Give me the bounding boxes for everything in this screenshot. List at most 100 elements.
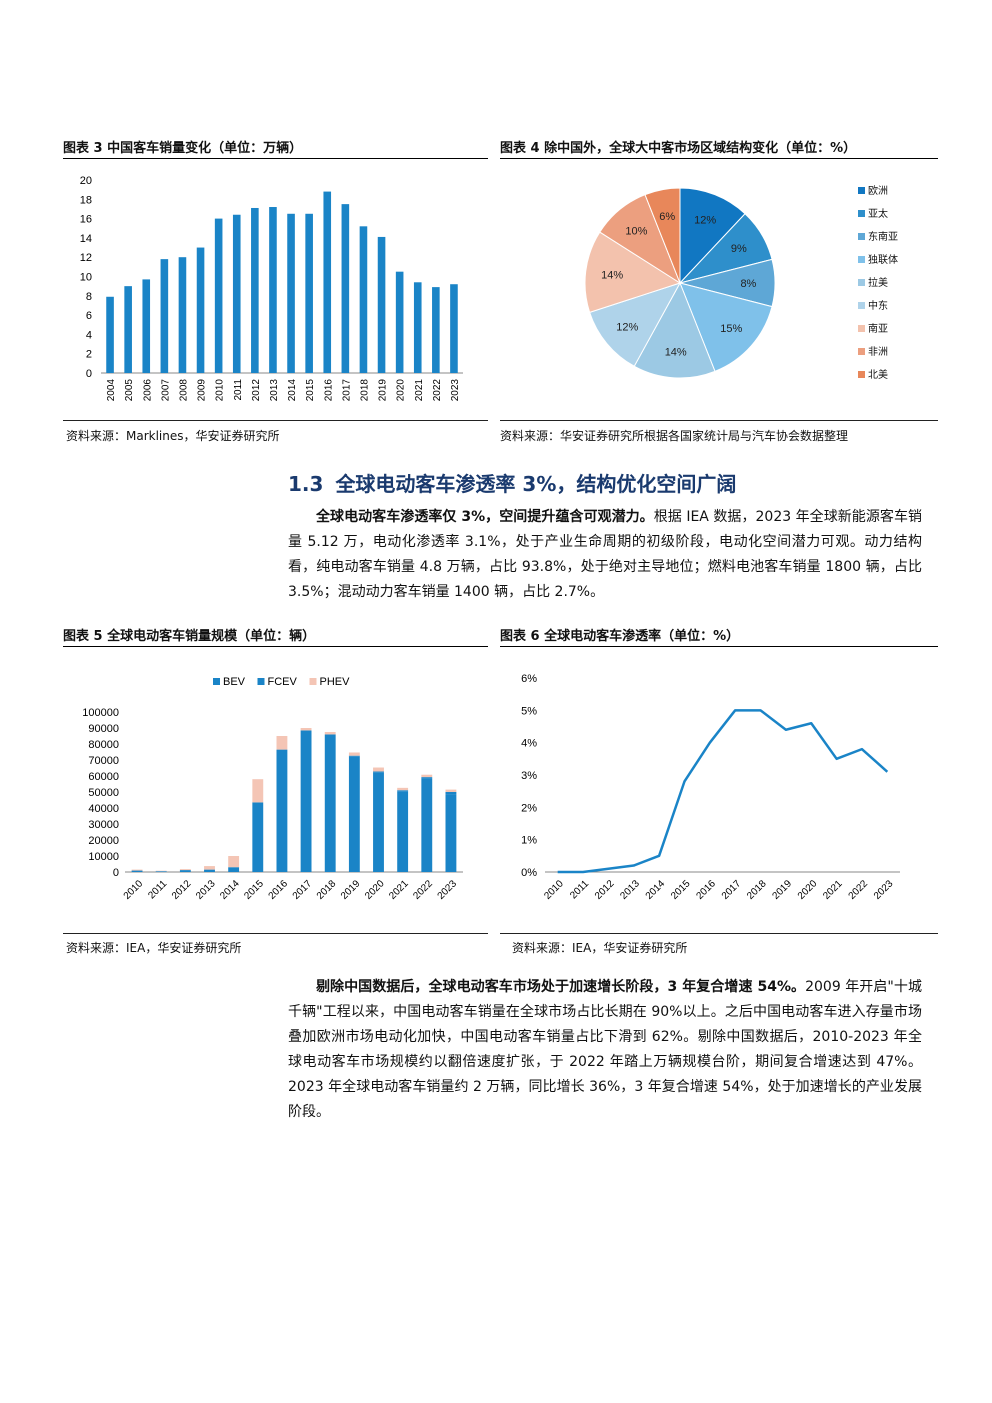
fig6-x-tick-label: 2010: [542, 878, 566, 902]
fig4-legend-swatch: [858, 256, 865, 263]
fig5-x-tick-label: 2010: [122, 878, 146, 902]
fig4-chart: 12% 9% 8% 15% 14% 12% 14% 10% 6% 欧洲亚太东南亚独联体拉美中东南亚…: [584, 185, 898, 381]
fig4-legend-swatch: [858, 325, 865, 332]
fig5-bar-segment: [324, 734, 336, 736]
fig5-bar-segment: [373, 771, 384, 773]
fig5-x-tick-label: 2022: [411, 878, 435, 902]
fig4-legend-label: 非洲: [868, 346, 888, 358]
fig5-bar-segment: [373, 767, 384, 772]
fig4-legend-label: 中东: [868, 299, 888, 312]
fig4-slice-label: 12%: [694, 214, 716, 226]
fig5-bar-segment: [348, 752, 360, 756]
section-title: 全球电动客车渗透率 3%，结构优化空间广阔: [335, 472, 737, 496]
fig3-bar: [341, 204, 350, 373]
fig3-title: 图表 3 中国客车销量变化（单位：万辆）: [63, 141, 303, 156]
fig3-y-tick-label: 0: [86, 368, 92, 380]
fig3-x-tick-label: 2009: [197, 379, 208, 402]
fig4-legend-swatch: [858, 279, 865, 286]
fig6-series-line: [557, 709, 889, 874]
fig6-x-tick-label: 2023: [872, 878, 896, 902]
fig3-bar: [214, 218, 223, 373]
fig3-bar: [432, 287, 440, 373]
fig5-bar-segment: [179, 869, 191, 871]
fig3-x-tick-label: 2004: [106, 379, 117, 402]
fig3-bar: [232, 214, 241, 373]
fig3-x-tick-label: 2018: [359, 379, 370, 402]
fig6-x-tick-label: 2020: [796, 878, 820, 902]
fig3-x-tick-label: 2015: [305, 379, 316, 402]
fig5-bottom-rule: [63, 933, 488, 934]
fig5-x-tick-label: 2023: [436, 878, 460, 902]
fig5-y-tick-label: 100000: [82, 707, 119, 719]
fig3-bar: [305, 213, 313, 373]
fig3-x-tick-label: 2007: [160, 379, 171, 402]
fig6-x-tick-label: 2012: [593, 878, 617, 902]
fig6-y-tick-label: 1%: [521, 835, 537, 847]
fig4-legend-label: 东南亚: [868, 230, 898, 243]
section-number: 1.3: [288, 472, 324, 496]
fig3-bar: [142, 279, 151, 373]
fig6-y-tick-label: 4%: [521, 738, 537, 750]
fig5-x-tick-label: 2015: [242, 878, 266, 902]
fig5-bar-segment: [348, 756, 360, 872]
fig5-bar-segment: [445, 789, 457, 792]
fig6-x-tick-label: 2022: [847, 878, 871, 902]
fig5-bar-segment: [179, 870, 191, 872]
fig3-x-tick-label: 2005: [124, 379, 135, 402]
fig5-bar-segment: [300, 728, 312, 731]
fig5-y-tick-label: 90000: [88, 723, 119, 735]
fig6-x-tick-label: 2018: [745, 878, 769, 902]
fig5-legend-swatch: [213, 678, 220, 685]
fig3-x-tick-label: 2019: [378, 379, 389, 402]
fig4-slice: [679, 282, 773, 372]
fig3-y-tick-label: 18: [80, 194, 92, 206]
paragraph-1-lead: 全球电动客车渗透率仅 3%，空间提升蕴含可观潜力。: [316, 509, 654, 525]
fig4-slice-label: 6%: [659, 211, 675, 223]
fig6-x-tick-label: 2021: [821, 878, 845, 902]
paragraph-1: 全球电动客车渗透率仅 3%，空间提升蕴含可观潜力。根据 IEA 数据，2023 …: [288, 505, 922, 605]
fig4-title: 图表 4 除中国外，全球大中客市场区域结构变化（单位：%）: [500, 141, 857, 156]
fig3-bar: [395, 271, 404, 373]
fig3-bar: [124, 286, 132, 373]
fig5-y-tick-label: 80000: [88, 739, 119, 751]
fig3-x-tick-label: 2011: [233, 379, 244, 401]
fig6-chart: 0%1%2%3%4%5%6%2010 2011 2012 2013 2014 2015 20…: [521, 673, 900, 902]
fig5-title: 图表 5 全球电动客车销量规模（单位：辆）: [63, 629, 316, 644]
fig5-x-tick-label: 2021: [387, 878, 411, 902]
fig3-bottom-rule: [63, 420, 488, 421]
fig5-bar-segment: [252, 802, 264, 872]
fig5-bar-segment: [445, 792, 457, 795]
fig5-legend-swatch: [309, 678, 317, 685]
fig4-slice-label: 15%: [720, 323, 742, 335]
fig3-x-tick-label: 2020: [396, 379, 407, 402]
fig4-title-rule: [500, 158, 938, 159]
fig5-bar-segment: [204, 866, 215, 870]
fig4-slice: [679, 187, 746, 285]
fig4-legend-label: 欧洲: [868, 185, 888, 197]
fig6-x-tick-label: 2011: [568, 878, 591, 901]
fig5-y-tick-label: 0: [113, 867, 119, 879]
fig5-x-tick-label: 2013: [194, 878, 218, 902]
fig3-x-tick-label: 2010: [215, 379, 226, 402]
fig5-y-tick-label: 40000: [88, 803, 119, 815]
paragraph-2-lead: 剔除中国数据后，全球电动客车市场处于加速增长阶段，3 年复合增速 54%。: [316, 979, 806, 995]
fig6-y-tick-label: 6%: [521, 673, 537, 685]
fig5-chart: 0 10000 20000 30000 40000 50000 60000 70000 8000…: [82, 676, 463, 902]
fig5-legend-swatch: [257, 678, 265, 685]
fig6-x-tick-label: 2014: [644, 878, 668, 902]
fig5-legend-label: FCEV: [268, 676, 298, 688]
fig5-y-tick-label: 60000: [88, 771, 119, 783]
fig4-legend-label: 拉美: [868, 276, 888, 289]
fig5-bar-segment: [397, 791, 409, 872]
fig3-bar: [160, 259, 169, 373]
fig5-bar-segment: [324, 736, 336, 872]
fig4-legend-label: 北美: [868, 368, 888, 381]
fig3-bar: [251, 207, 259, 373]
fig3-x-tick-label: 2012: [251, 379, 262, 402]
fig3-bar: [377, 236, 386, 373]
fig3-bar: [359, 226, 368, 373]
fig5-bar-segment: [421, 778, 433, 872]
fig6-bottom-rule: [500, 933, 938, 934]
fig5-x-tick-label: 2012: [170, 878, 194, 902]
fig5-x-tick-label: 2019: [339, 878, 363, 902]
